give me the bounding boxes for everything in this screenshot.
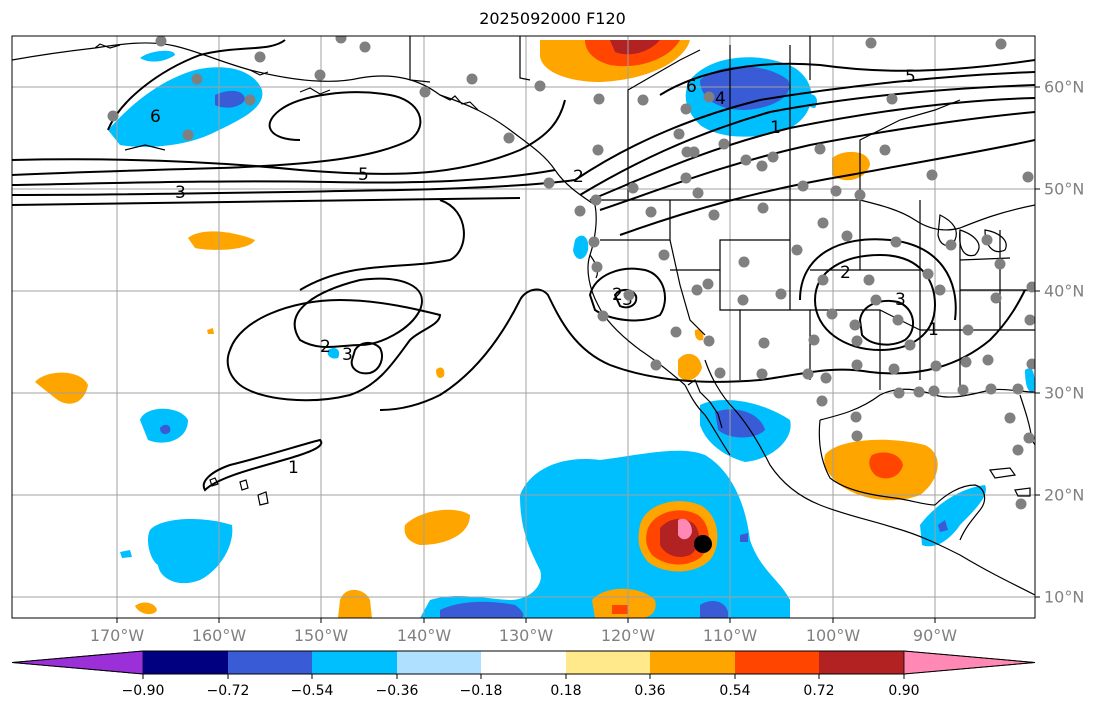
colorbar-tick-label: −0.90 bbox=[121, 683, 165, 699]
storm-center-marker bbox=[694, 535, 712, 553]
contour-label: 1 bbox=[928, 320, 939, 340]
colorbar-tick-label: 0.54 bbox=[719, 683, 751, 699]
lat-label: 40°N bbox=[1044, 281, 1085, 301]
lon-label: 150°W bbox=[293, 626, 349, 645]
lon-label: 120°W bbox=[600, 626, 656, 645]
contour-label: 3 bbox=[175, 183, 186, 203]
colorbar-tick-label: −0.18 bbox=[459, 683, 503, 699]
contour-label: 3 bbox=[342, 345, 353, 365]
map-frame bbox=[11, 35, 1036, 619]
contour-label: 6 bbox=[150, 107, 161, 127]
colorbar-tick-label: −0.54 bbox=[290, 683, 334, 699]
lon-label: 140°W bbox=[396, 626, 452, 645]
contour-label: 5 bbox=[905, 67, 916, 87]
lat-label: 30°N bbox=[1044, 383, 1085, 403]
contour-label: 2 bbox=[573, 167, 584, 187]
contour-label: 3 bbox=[895, 290, 906, 310]
lon-label: 100°W bbox=[805, 626, 861, 645]
contour-label: 2 bbox=[612, 285, 623, 305]
contour-label: 1 bbox=[288, 458, 299, 478]
map-title: 2025092000 F120 bbox=[479, 9, 626, 28]
contour-label: 2 bbox=[320, 337, 331, 357]
station-markers bbox=[107, 36, 1035, 510]
colorbar-tick-label: 0.36 bbox=[634, 683, 666, 699]
lon-label: 130°W bbox=[498, 626, 554, 645]
contour-label: 6 bbox=[686, 77, 697, 97]
lat-label: 10°N bbox=[1044, 587, 1085, 607]
colorbar-tick-label: 0.18 bbox=[550, 683, 582, 699]
lon-label: 110°W bbox=[702, 626, 758, 645]
lon-label: 160°W bbox=[191, 626, 247, 645]
contour-label: 5 bbox=[358, 165, 369, 185]
contour-lines bbox=[12, 39, 1035, 492]
lon-label: 90°W bbox=[912, 626, 958, 645]
colorbar-tick-label: −0.36 bbox=[375, 683, 419, 699]
colorbar-tick-label: 0.90 bbox=[888, 683, 920, 699]
colorbar-tick-label: 0.72 bbox=[803, 683, 835, 699]
graticule bbox=[12, 36, 1035, 618]
lon-label: 170°W bbox=[89, 626, 145, 645]
contour-label: 4 bbox=[715, 89, 726, 109]
contour-label: 1 bbox=[770, 118, 781, 138]
lat-label: 20°N bbox=[1044, 485, 1085, 505]
colorbar-tick-label: −0.72 bbox=[206, 683, 250, 699]
contour-label: 2 bbox=[840, 263, 851, 283]
lat-label: 50°N bbox=[1044, 179, 1085, 199]
lat-label: 60°N bbox=[1044, 77, 1085, 97]
